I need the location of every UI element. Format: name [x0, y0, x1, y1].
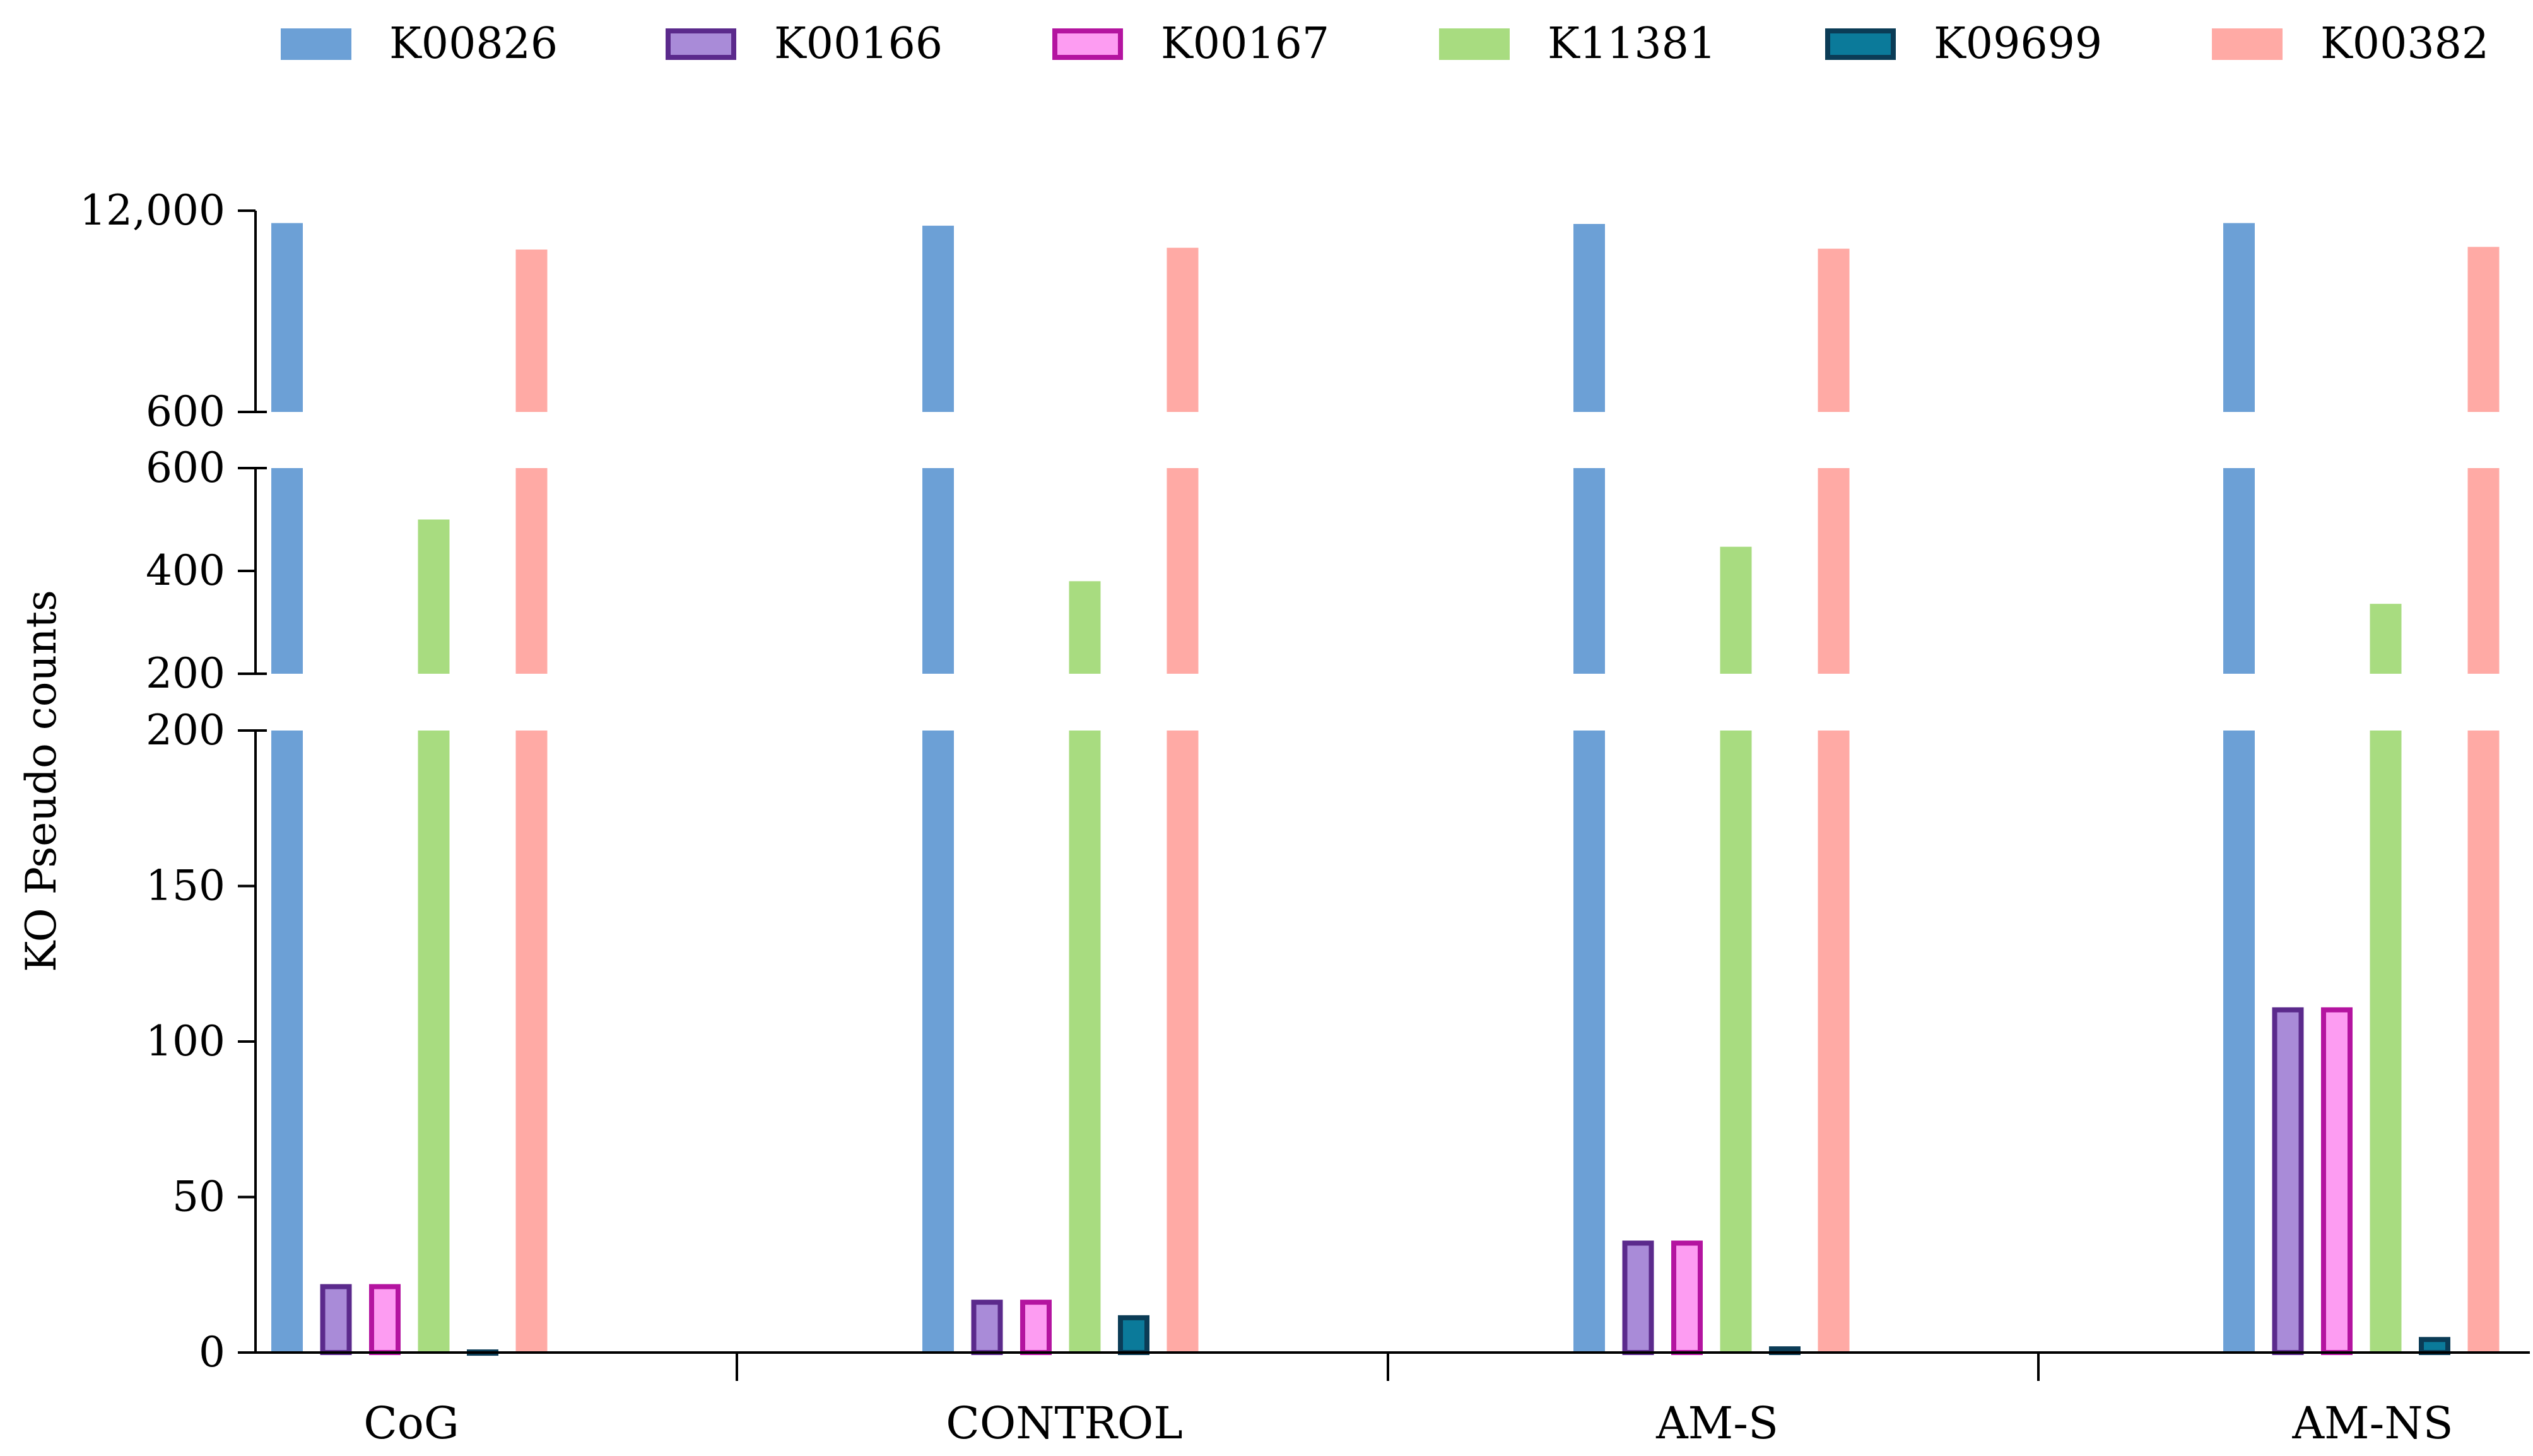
legend-label-k00382: K00382 — [2320, 19, 2489, 69]
bar-k00167-control — [1020, 1300, 1052, 1355]
bar-k00382-am-s — [1818, 731, 1850, 1353]
y-tick-label: 150 — [146, 862, 225, 910]
y-axis-label: KO Pseudo counts — [17, 590, 66, 972]
bar-k11381-cog — [418, 731, 450, 1353]
legend-label-k09699: K09699 — [1934, 19, 2102, 69]
x-axis: CoG CONTROL AM-S AM-NS — [256, 1351, 2530, 1449]
y-tick-label: 12,000 — [79, 186, 225, 235]
legend-swatch-k00167 — [1052, 28, 1123, 60]
bar-k11381-control — [1069, 731, 1101, 1353]
legend-swatch-k00826 — [281, 28, 351, 60]
bar-k00166-cog — [320, 1284, 352, 1356]
bar-k00826-control — [922, 468, 954, 674]
y-tick-label: 50 — [172, 1173, 225, 1221]
bar-k00826-cog — [271, 468, 303, 674]
bar-k11381-am-ns — [2370, 604, 2402, 674]
y-tick-label: 400 — [146, 546, 225, 595]
bar-k09699-am-ns — [2419, 1337, 2450, 1356]
y-tick-label: 200 — [146, 706, 225, 754]
bar-k00826-am-s — [1573, 223, 1605, 412]
legend-label-k00166: K00166 — [774, 19, 943, 69]
bar-k00167-am-s — [1671, 1240, 1703, 1356]
bar-k00382-control — [1167, 731, 1199, 1353]
category-label-am-s: AM-S — [1655, 1397, 1778, 1449]
bar-k00826-cog — [271, 223, 303, 412]
bar-k00382-am-ns — [2467, 731, 2500, 1353]
y-tick-label: 0 — [199, 1328, 225, 1377]
y-tick-label: 600 — [146, 443, 225, 492]
bar-k11381-control — [1069, 581, 1101, 674]
bars — [271, 223, 2500, 1356]
bar-k00382-cog — [515, 468, 548, 674]
bar-k00826-control — [922, 731, 954, 1353]
legend-label-k00826: K00826 — [389, 19, 558, 69]
y-tick-label: 600 — [146, 387, 225, 436]
bar-k00826-control — [922, 225, 954, 412]
bar-k00166-am-s — [1622, 1240, 1654, 1356]
bar-k11381-am-s — [1720, 731, 1752, 1353]
bar-k11381-am-s — [1720, 546, 1752, 674]
category-label-control: CONTROL — [946, 1397, 1182, 1449]
bar-k00826-cog — [271, 731, 303, 1353]
bar-k00382-am-ns — [2467, 468, 2500, 674]
bar-k00382-am-s — [1818, 249, 1850, 412]
bar-k00826-am-s — [1573, 468, 1605, 674]
bar-k00826-am-s — [1573, 731, 1605, 1353]
bar-k11381-am-ns — [2370, 731, 2402, 1353]
y-tick-label: 200 — [146, 649, 225, 698]
legend-swatch-k00166 — [666, 28, 736, 60]
category-label-am-ns: AM-NS — [2291, 1397, 2453, 1449]
bar-k00166-am-ns — [2272, 1007, 2304, 1355]
legend-swatch-k11381 — [1439, 28, 1510, 60]
legend-swatch-k00382 — [2212, 28, 2283, 60]
bar-k00167-cog — [369, 1284, 401, 1356]
bar-k00382-control — [1167, 468, 1199, 674]
legend-label-k11381: K11381 — [1548, 19, 1716, 69]
bar-k11381-cog — [418, 519, 450, 674]
bar-k00166-control — [971, 1300, 1003, 1355]
y-axis: 0 50 100 150 200 200 400 600 600 12,000 — [79, 186, 267, 1377]
bar-k00382-cog — [515, 249, 548, 412]
bar-k00826-am-ns — [2223, 468, 2255, 674]
bar-k00382-am-ns — [2467, 247, 2500, 412]
category-label-cog: CoG — [363, 1397, 459, 1449]
bar-k00826-am-ns — [2223, 223, 2255, 412]
bar-k00826-am-ns — [2223, 731, 2255, 1353]
bar-k00382-am-s — [1818, 468, 1850, 674]
legend-label-k00167: K00167 — [1161, 19, 1329, 69]
y-tick-label: 100 — [146, 1017, 225, 1066]
legend-swatch-k09699 — [1825, 28, 1896, 60]
legend: K00826 K00166 K00167 K11381 K09699 K00382 — [281, 19, 2489, 69]
bar-k00382-cog — [515, 731, 548, 1353]
bar-k09699-control — [1118, 1315, 1149, 1356]
bar-k00382-control — [1167, 247, 1199, 412]
bar-k00167-am-ns — [2321, 1007, 2353, 1355]
